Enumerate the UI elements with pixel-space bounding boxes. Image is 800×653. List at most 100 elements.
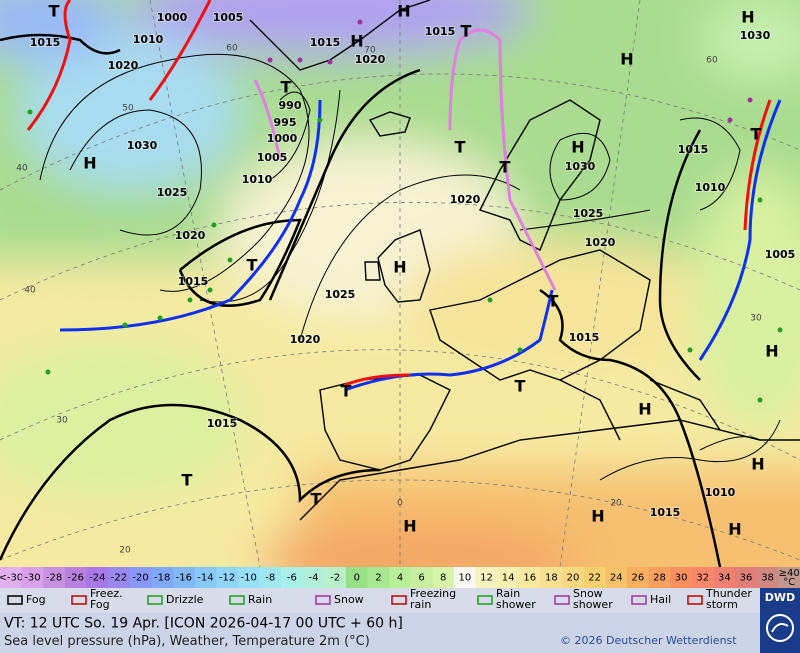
low-pressure-center: T: [247, 256, 258, 275]
isobar-label: 1000: [157, 11, 188, 24]
scale-label: 36: [740, 573, 753, 584]
scale-label: -10: [240, 573, 256, 584]
dwd-logo-swirl: [771, 623, 789, 633]
legend-bar: [0, 588, 800, 613]
scale-box: [735, 567, 758, 588]
scale-label: 10: [458, 573, 471, 584]
legend-label: rain: [410, 598, 431, 611]
scale-box: [172, 567, 196, 588]
isobar-label: 1015: [207, 417, 238, 430]
high-pressure-center: H: [403, 517, 416, 536]
scale-box: [713, 567, 736, 588]
high-pressure-center: H: [83, 154, 96, 173]
isobar-label: 990: [279, 99, 302, 112]
latitude-label: 40: [16, 164, 28, 174]
high-pressure-center: H: [571, 138, 584, 157]
latitude-label: 70: [364, 46, 376, 56]
isobar-label: 1020: [290, 333, 321, 346]
legend-label: storm: [706, 598, 738, 611]
high-pressure-center: H: [751, 455, 764, 474]
scale-label: -24: [89, 573, 105, 584]
scale-box: [432, 567, 455, 588]
valid-time: VT: 12 UTC So. 19 Apr. [ICON 2026-04-17 …: [4, 616, 403, 632]
scale-box: [259, 567, 282, 588]
legend-label: shower: [496, 598, 536, 611]
high-pressure-center: H: [397, 2, 410, 21]
legend-icon: [391, 595, 407, 605]
snow-symbols: [267, 19, 753, 123]
isobar-label: 1010: [695, 181, 726, 194]
isobar-label: 1010: [242, 173, 273, 186]
isobar-label: 1015: [650, 506, 681, 519]
high-pressure-center: H: [350, 32, 363, 51]
legend-icon: [229, 595, 245, 605]
low-pressure-center: T: [311, 490, 322, 509]
low-pressure-center: T: [461, 22, 472, 41]
fronts: [26, 0, 782, 392]
scale-box: [410, 567, 433, 588]
map: 1000 1005 1015 1010 1020 1015 1020 1015 1030 990 9…: [0, 0, 800, 567]
latitude-label: 30: [56, 416, 68, 426]
scale-label: 6: [418, 573, 424, 584]
scale-label: 20: [567, 573, 580, 584]
scale-label: -26: [68, 573, 84, 584]
dwd-logo-text: DWD: [765, 591, 795, 604]
isobar-label: 1030: [127, 139, 158, 152]
scale-box: [108, 567, 131, 588]
legend-label: Freez.: [90, 587, 123, 600]
scale-box: [281, 567, 304, 588]
legend-icon: [554, 595, 570, 605]
isobar-label: 1030: [740, 29, 771, 42]
map-description: Sea level pressure (hPa), Weather, Tempe…: [4, 634, 370, 649]
scale-box: [64, 567, 87, 588]
isobar-label: 1010: [705, 486, 736, 499]
scale-label: 34: [718, 573, 731, 584]
scale-box: [0, 567, 22, 588]
legend: Fog Freez.Fog Drizzle Rain Snow FreezingrainR…: [7, 587, 752, 611]
low-pressure-center: T: [751, 125, 762, 144]
latitude-label: 50: [122, 104, 134, 114]
dwd-logo-emblem: [766, 614, 794, 642]
scale-box: [43, 567, 66, 588]
scale-box: [497, 567, 520, 588]
high-pressure-center: H: [765, 342, 778, 361]
scale-label: ≥40: [779, 568, 800, 579]
legend-label: Rain: [248, 593, 272, 606]
scale-box: [129, 567, 152, 588]
scale-box: [648, 567, 671, 588]
scale-box: [237, 567, 260, 588]
scale-label: 14: [502, 573, 515, 584]
legend-label: Hail: [650, 593, 671, 606]
graticule: [0, 0, 800, 567]
legend-icon: [7, 595, 23, 605]
scale-label: 28: [653, 573, 666, 584]
scale-box: [86, 567, 109, 588]
scale-box: [605, 567, 628, 588]
scale-label: 12: [480, 573, 493, 584]
legend-icon: [631, 595, 647, 605]
high-pressure-center: H: [728, 520, 741, 539]
isobar-label: 1015: [678, 143, 709, 156]
isobar-label: 1030: [565, 160, 596, 173]
latitude-label: 20: [119, 546, 131, 556]
legend-label: Drizzle: [166, 593, 204, 606]
isobar-label: 1015: [30, 36, 61, 49]
low-pressure-center: T: [455, 138, 466, 157]
isobar-label: 1025: [573, 207, 604, 220]
legend-label: Freezing: [410, 587, 456, 600]
scale-label: -22: [111, 573, 127, 584]
scale-label: -28: [46, 573, 62, 584]
isobar-label: 1015: [569, 331, 600, 344]
scale-box: [475, 567, 498, 588]
scale-box: [670, 567, 693, 588]
legend-icon: [71, 595, 87, 605]
low-pressure-center: T: [49, 2, 60, 21]
scale-label: 18: [545, 573, 558, 584]
high-pressure-center: H: [741, 8, 754, 27]
high-pressure-center: H: [591, 507, 604, 526]
scale-box: [778, 567, 800, 588]
isobar-label: 1020: [108, 59, 139, 72]
scale-label: 22: [588, 573, 601, 584]
scale-label: -8: [265, 573, 275, 584]
legend-label: Thunder: [705, 587, 752, 600]
